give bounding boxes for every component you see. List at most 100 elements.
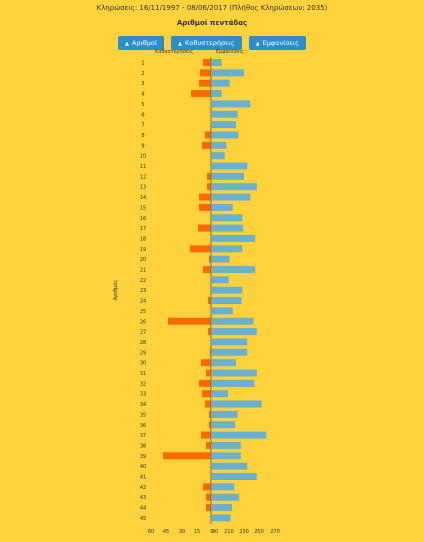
- category-label: 10: [140, 154, 146, 160]
- category-label: 14: [140, 195, 146, 201]
- x-tick-label: 0: [210, 529, 213, 535]
- category-label: 12: [140, 174, 146, 180]
- caret-up-icon: ▲: [178, 41, 182, 47]
- category-label: 40: [140, 464, 146, 470]
- caret-up-icon: ▲: [255, 41, 260, 47]
- delay-bar: [205, 131, 211, 139]
- category-label: 6: [141, 112, 144, 118]
- appearance-bar: [212, 183, 257, 191]
- category-label: 26: [140, 319, 146, 325]
- delay-bar: [210, 348, 211, 356]
- y-axis-label: Αριθμός: [112, 280, 119, 301]
- appearance-bar: [212, 255, 230, 263]
- appearance-bar: [212, 172, 244, 180]
- category-label: 33: [140, 392, 146, 398]
- appearance-bar: [212, 203, 233, 211]
- x-tick-label: 15: [194, 529, 200, 535]
- delay-bar: [200, 69, 211, 77]
- category-label: 38: [140, 443, 146, 449]
- appearance-bar: [212, 390, 228, 398]
- category-label: 32: [140, 381, 146, 387]
- category-label: 45: [140, 516, 146, 522]
- appearance-bar: [212, 245, 243, 253]
- appearance-bar: [212, 504, 232, 512]
- appearance-bar: [212, 276, 229, 284]
- sort-by-appearances-button[interactable]: ▲ Εμφανίσεις: [248, 36, 306, 50]
- x-tick-label: 270: [270, 529, 280, 535]
- category-label: 43: [140, 495, 146, 501]
- delay-bar: [206, 441, 211, 449]
- category-label: 21: [140, 268, 146, 274]
- appearance-bar: [212, 131, 239, 139]
- category-label: 35: [140, 412, 146, 418]
- delay-bar: [207, 183, 211, 191]
- appearance-bar: [212, 152, 225, 160]
- appearance-bar: [212, 338, 248, 346]
- delay-bar: [207, 172, 211, 180]
- appearance-bar: [212, 317, 254, 325]
- appearance-bar: [212, 193, 251, 201]
- delay-bar: [206, 369, 211, 377]
- category-label: 34: [140, 402, 146, 408]
- category-label: 9: [141, 143, 144, 149]
- category-label: 41: [140, 475, 146, 481]
- appearance-bar: [212, 266, 256, 273]
- delay-bar: [199, 193, 211, 201]
- delay-bar: [198, 224, 211, 232]
- category-label: 25: [140, 309, 146, 315]
- sort-by-delays-label: Καθυστερήσεις: [184, 39, 235, 47]
- delay-bar: [206, 504, 211, 512]
- delay-bar: [163, 452, 211, 460]
- category-label: 5: [141, 102, 144, 108]
- category-label: 24: [140, 299, 146, 305]
- appearance-bar: [212, 348, 248, 356]
- caret-up-icon: ▲: [125, 41, 129, 47]
- category-label: 20: [140, 257, 146, 263]
- delay-bar: [202, 390, 211, 398]
- category-label: 17: [140, 226, 146, 232]
- appearance-bar: [212, 100, 251, 108]
- appearance-bar: [212, 234, 256, 242]
- appearance-bar: [212, 493, 240, 501]
- appearance-bar: [212, 328, 257, 336]
- delay-bar: [203, 483, 211, 491]
- delay-bar: [199, 79, 211, 87]
- legend-delays: Καθυστερήσεις: [155, 48, 193, 55]
- category-label: 1: [141, 61, 144, 67]
- x-tick-label: 210: [224, 529, 234, 535]
- category-label: 15: [140, 205, 146, 211]
- appearance-bar: [212, 214, 243, 222]
- appearance-bar: [212, 224, 244, 232]
- appearance-bar: [212, 90, 222, 98]
- category-label: 7: [141, 123, 144, 129]
- appearance-bar: [212, 59, 222, 66]
- delay-bar: [209, 410, 211, 418]
- delay-bar: [199, 203, 211, 211]
- appearance-bar: [212, 410, 238, 418]
- sort-buttons: ▲ Αριθμοί ▲ Καθυστερήσεις ▲ Εμφανίσεις: [0, 30, 424, 50]
- appearance-bar: [212, 431, 267, 439]
- x-tick-label: 30: [179, 529, 185, 535]
- delay-bar: [203, 266, 211, 273]
- appearance-bar: [212, 379, 255, 387]
- category-label: 30: [140, 361, 146, 367]
- delay-bar: [209, 421, 211, 429]
- appearance-bar: [212, 359, 236, 367]
- appearance-bar: [212, 121, 236, 129]
- sort-by-number-button[interactable]: ▲ Αριθμοί: [118, 36, 164, 50]
- x-tick-label: 230: [239, 529, 249, 535]
- appearance-bar: [212, 421, 236, 429]
- category-label: 39: [140, 454, 146, 460]
- appearance-bar: [212, 297, 242, 305]
- x-tick-label: 45: [163, 529, 169, 535]
- category-label: 29: [140, 350, 146, 356]
- x-tick-label: 60: [148, 529, 154, 535]
- chart-title: Αριθμοί πεντάδας: [176, 19, 248, 27]
- delay-bar: [206, 493, 211, 501]
- category-label: 8: [141, 133, 144, 139]
- appearance-bar: [212, 286, 243, 294]
- sort-by-delays-button[interactable]: ▲ Καθυστερήσεις: [171, 36, 242, 50]
- appearance-bar: [212, 369, 257, 377]
- appearance-bar: [212, 400, 262, 408]
